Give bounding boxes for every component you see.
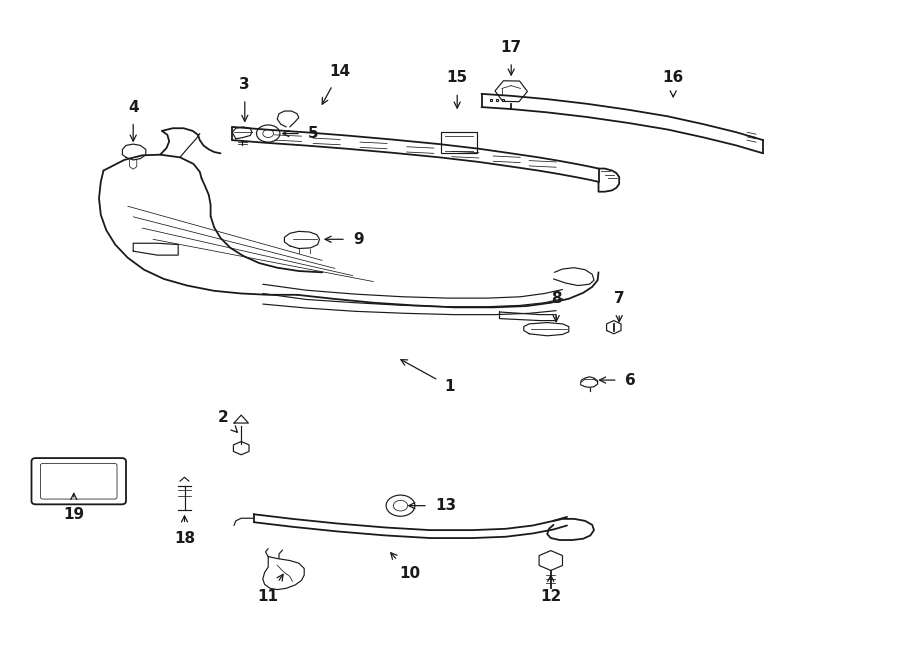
Text: 2: 2 xyxy=(218,410,238,432)
Text: 12: 12 xyxy=(540,575,562,603)
Text: 1: 1 xyxy=(400,360,455,394)
Text: 10: 10 xyxy=(391,553,420,581)
Text: 9: 9 xyxy=(325,232,364,247)
Text: 5: 5 xyxy=(283,126,319,141)
Text: 3: 3 xyxy=(239,77,250,122)
Text: 11: 11 xyxy=(257,574,284,603)
Text: 7: 7 xyxy=(614,292,625,322)
Text: 17: 17 xyxy=(500,40,522,75)
Text: 6: 6 xyxy=(599,373,635,387)
Text: 16: 16 xyxy=(662,71,684,97)
Text: 14: 14 xyxy=(322,64,351,104)
Text: 18: 18 xyxy=(174,516,195,546)
Text: 4: 4 xyxy=(128,100,139,141)
Text: 15: 15 xyxy=(446,71,468,108)
Text: 13: 13 xyxy=(409,498,456,513)
Text: 19: 19 xyxy=(63,493,85,522)
Text: 8: 8 xyxy=(551,292,562,322)
